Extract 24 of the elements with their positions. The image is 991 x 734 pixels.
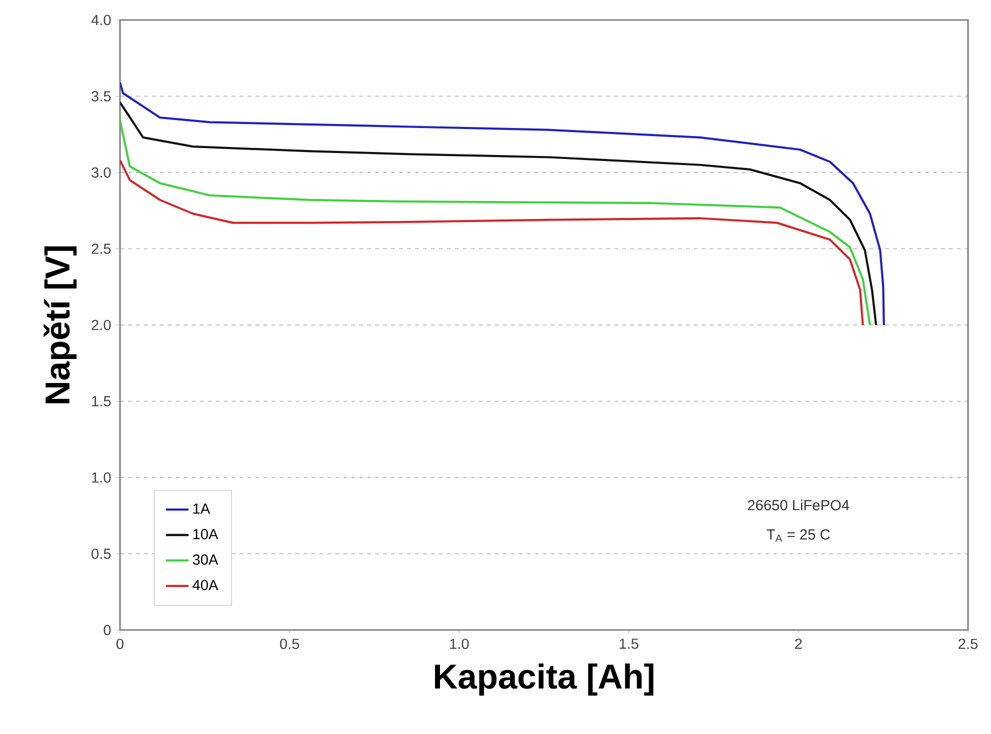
annotation: 26650 LiFePO4 [748,500,850,510]
line-series [120,159,864,326]
x-tick-label: 1.5 [620,638,638,649]
y-tick-label: 0 [104,624,111,636]
legend-label: 10A [193,528,218,540]
legend-label: 1A [193,504,210,514]
y-tick-label: 3.5 [92,91,111,102]
legend-label: 30A [192,554,218,565]
x-axis-title: Kapacita [Ah] [435,663,654,696]
y-tick-label: 1.0 [92,472,111,483]
y-tick-label: 1.5 [92,396,111,406]
x-tick-label: 0 [116,638,124,650]
y-axis-title: Napětí [V] [44,246,77,404]
x-tick-label: 2.5 [958,638,978,650]
x-tick-label: 2 [795,638,802,649]
y-tick-label: 2.5 [92,244,111,254]
y-tick-label: 4.0 [91,14,111,26]
legend-label: 40A [192,580,218,590]
annotation: T$_{A}$ = 25 C [766,529,830,542]
y-tick-label: 0.5 [92,548,111,559]
x-tick-label: 0.5 [280,638,300,650]
y-tick-label: 3.0 [92,167,111,178]
y-tick-label: 2.0 [92,320,111,330]
x-tick-label: 1.0 [450,638,469,650]
